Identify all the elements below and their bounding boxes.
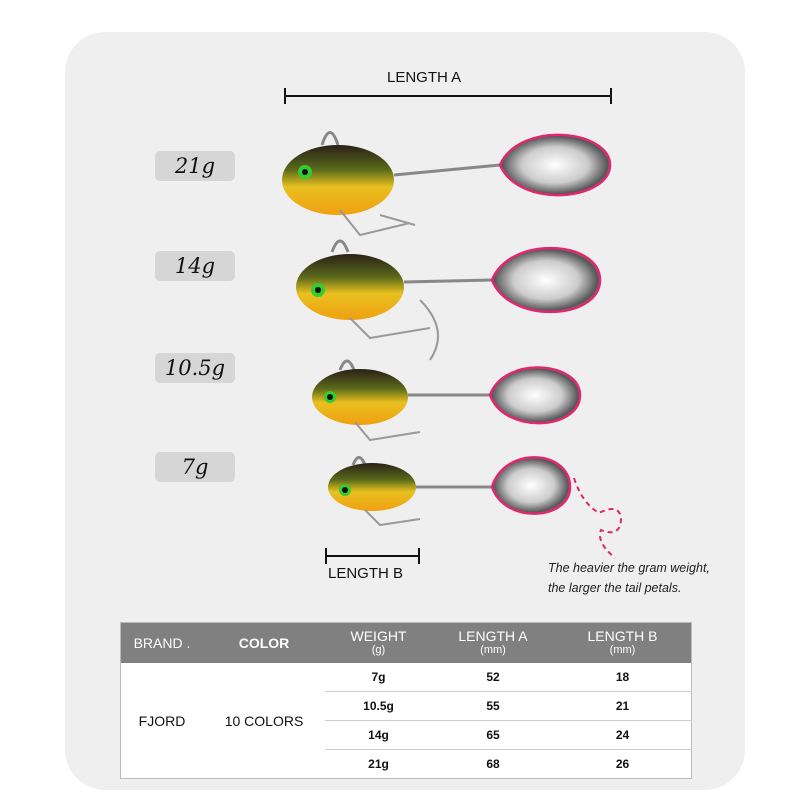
table-row: 10.5g 55 21 [121, 691, 692, 721]
length-a-cell: 68 [486, 757, 500, 771]
table-row: 14g 65 24 [121, 720, 692, 750]
weight-label-14g: 14g [155, 251, 235, 281]
length-a-cell: 55 [432, 691, 554, 721]
length-b-cell: 18 [554, 663, 692, 692]
length-a-dimension [284, 88, 612, 104]
header-length-b-label: LENGTH B [587, 628, 658, 644]
header-length-a-unit: (mm) [480, 644, 506, 656]
table-row: FJORD 10 COLORS 7g 52 18 [121, 663, 692, 729]
weight-cell: 10.5g [325, 691, 432, 721]
brand-cell: FJORD [138, 712, 186, 729]
lure-7g [328, 456, 572, 527]
color-cell: 10 COLORS [224, 712, 304, 729]
lure-10-5g [312, 359, 582, 442]
header-weight: WEIGHT (g) [325, 622, 432, 663]
header-length-a-label: LENGTH A [458, 628, 528, 644]
weight-cell: 21g [368, 757, 389, 771]
lure-14g [296, 239, 602, 361]
table-header: BRAND . COLOR WEIGHT (g) LENGTH A (mm) LEN… [120, 622, 692, 663]
length-b-label: LENGTH B [328, 565, 404, 582]
annotation-pointer [573, 477, 623, 559]
weight-label-21g: 21g [155, 151, 235, 181]
lure-21g [282, 131, 612, 237]
header-weight-label: WEIGHT [350, 628, 407, 644]
length-b-dimension [325, 548, 420, 564]
spec-table: BRAND . COLOR WEIGHT (g) LENGTH A (mm) LEN… [120, 622, 692, 779]
note-line-1: The heavier the gram weight, [548, 561, 710, 575]
header-length-b-unit: (mm) [609, 644, 636, 656]
length-a-label: LENGTH A [387, 69, 462, 86]
header-length-a: LENGTH A (mm) [432, 622, 554, 663]
header-brand: BRAND . [120, 622, 203, 663]
table-row: 21g 68 26 [121, 750, 692, 779]
length-b-cell: 26 [615, 757, 630, 771]
weight-label-7g: 7g [155, 452, 235, 482]
length-a-cell: 65 [432, 720, 554, 750]
note-line-2: the larger the tail petals. [548, 581, 682, 595]
length-b-cell: 24 [554, 720, 692, 750]
length-a-cell: 52 [432, 663, 554, 692]
header-weight-unit: (g) [371, 644, 386, 656]
header-color: COLOR [203, 622, 325, 663]
weight-cell: 14g [325, 720, 432, 750]
weight-label-10-5g: 10.5g [155, 353, 235, 383]
weight-cell: 7g [325, 663, 432, 692]
header-length-b: LENGTH B (mm) [554, 622, 692, 663]
length-b-cell: 21 [554, 691, 692, 721]
